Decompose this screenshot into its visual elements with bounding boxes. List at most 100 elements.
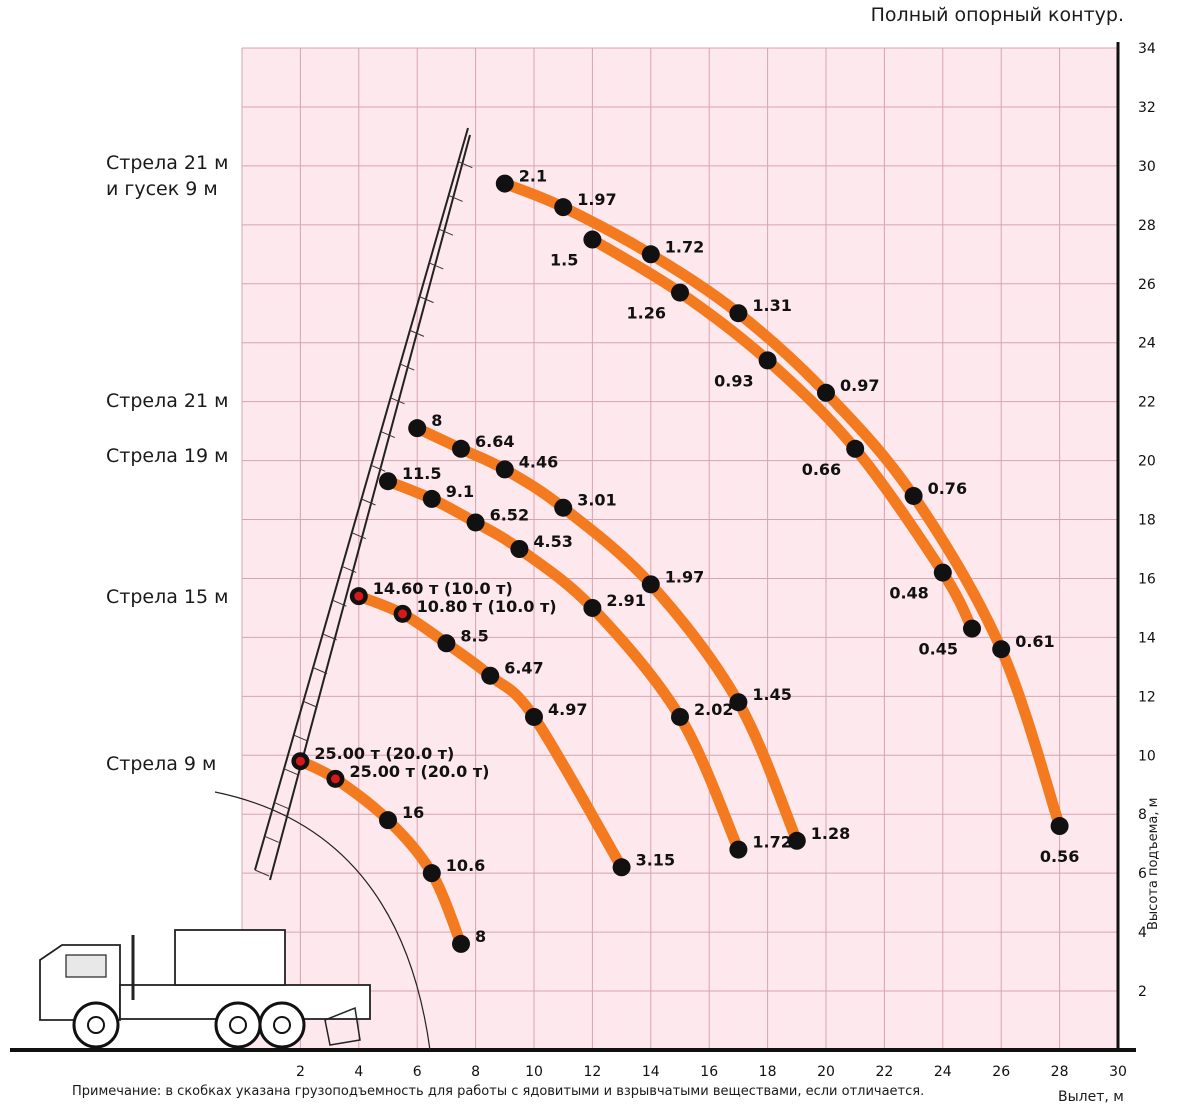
load-label: 10.80 т (10.0 т) (417, 597, 557, 616)
load-label: 25.00 т (20.0 т) (349, 762, 489, 781)
boom-lattice (303, 700, 318, 708)
load-point (583, 598, 602, 617)
load-point (525, 707, 543, 726)
load-label: 1.26 (627, 304, 666, 323)
load-label: 3.01 (577, 491, 616, 510)
boom-lattice (409, 329, 425, 337)
load-point (379, 811, 397, 830)
load-point (466, 513, 485, 532)
x-tick-label: 30 (1109, 1064, 1127, 1080)
chart-title: Полный опорный контур. (870, 4, 1124, 26)
load-points (291, 174, 1069, 953)
load-label: 1.97 (665, 567, 704, 586)
boom-label-21: Стрела 21 м (106, 390, 229, 412)
y-tick-label: 6 (1138, 866, 1147, 882)
y-tick-label: 4 (1138, 925, 1147, 941)
load-label: 1.31 (752, 296, 791, 315)
load-point (437, 634, 456, 653)
load-label: 8 (431, 411, 442, 430)
load-label: 9.1 (446, 482, 474, 501)
x-tick-label: 10 (525, 1064, 543, 1080)
x-tick-label: 24 (934, 1064, 952, 1080)
wheel (214, 1001, 262, 1049)
y-tick-label: 14 (1138, 630, 1156, 646)
x-tick-label: 20 (817, 1064, 835, 1080)
load-point-center (398, 609, 408, 619)
load-point (554, 498, 573, 517)
load-point (408, 419, 427, 438)
load-point (758, 351, 777, 370)
y-tick-label: 16 (1138, 571, 1156, 587)
load-label: 1.72 (665, 237, 704, 256)
boom-lattice (341, 565, 357, 573)
load-point (641, 245, 660, 264)
boom-lattice (390, 397, 405, 405)
y-tick-label: 34 (1138, 41, 1156, 57)
load-point (452, 934, 470, 953)
load-labels: 25.00 т (20.0 т)25.00 т (20.0 т) 16 10.6 8 1… (314, 167, 1079, 946)
load-point (554, 198, 573, 217)
load-point (904, 486, 923, 505)
load-label: 10.6 (446, 856, 485, 875)
load-label: 1.45 (752, 685, 791, 704)
load-point (583, 230, 602, 249)
y-tick-label: 32 (1138, 100, 1156, 116)
load-label: 11.5 (402, 464, 441, 483)
load-label: 1.97 (577, 190, 616, 209)
load-label: 0.45 (919, 640, 958, 659)
boom-lattice (400, 363, 415, 371)
boom-label-19: Стрела 19 м (106, 445, 229, 467)
y-tick-label: 28 (1138, 218, 1156, 234)
load-label: 0.66 (802, 460, 841, 479)
load-point (495, 174, 514, 193)
load-point (817, 383, 835, 402)
y-tick-label: 22 (1138, 395, 1156, 411)
crane-truck-illustration (39, 127, 473, 1049)
load-point-center (354, 591, 364, 601)
boom-label-9: Стрела 9 м (106, 753, 217, 775)
boom-lattice (361, 498, 376, 506)
boom-lattice (419, 296, 434, 304)
load-label: 2.91 (606, 591, 645, 610)
load-point (379, 472, 397, 491)
load-point (1050, 817, 1069, 836)
x-tick-label: 26 (992, 1064, 1010, 1080)
working-zone-arc (214, 791, 431, 1051)
boom-lattice (380, 431, 396, 439)
load-point (671, 707, 689, 726)
boom-lattice (332, 599, 347, 607)
y-tick-label: 30 (1138, 159, 1156, 175)
load-label: 25.00 т (20.0 т) (314, 744, 454, 763)
boom-label-21-jib: Стрела 21 м и гусек 9 м (106, 150, 228, 202)
x-tick-label: 4 (354, 1064, 363, 1080)
load-label: 8 (475, 927, 486, 946)
boom-lattice (370, 464, 386, 472)
load-label: 6.47 (504, 659, 543, 678)
y-tick-label: 24 (1138, 336, 1156, 352)
load-point (641, 575, 660, 594)
boom-lattice (429, 262, 444, 270)
load-label: 3.15 (636, 850, 675, 869)
load-point (787, 831, 806, 850)
load-point (422, 489, 441, 508)
load-label: 14.60 т (10.0 т) (373, 579, 513, 598)
load-label: 4.46 (519, 452, 558, 471)
boom-label-line: и гусек 9 м (106, 178, 218, 200)
x-axis-label: Вылет, м (1058, 1089, 1124, 1105)
boom-lattice (448, 194, 463, 202)
boom-lattice (438, 228, 454, 236)
load-point (495, 460, 514, 479)
y-tick-label: 26 (1138, 277, 1156, 293)
load-point-center (295, 756, 305, 766)
boom-label-15: Стрела 15 м (106, 586, 229, 608)
x-tick-label: 18 (759, 1064, 777, 1080)
boom-lattice (254, 869, 270, 877)
load-label: 16 (402, 803, 424, 822)
y-tick-label: 8 (1138, 807, 1147, 823)
x-tick-label: 2 (296, 1064, 305, 1080)
load-label: 1.72 (752, 833, 791, 852)
x-tick-label: 12 (583, 1064, 601, 1080)
y-tick-label: 2 (1138, 984, 1147, 1000)
